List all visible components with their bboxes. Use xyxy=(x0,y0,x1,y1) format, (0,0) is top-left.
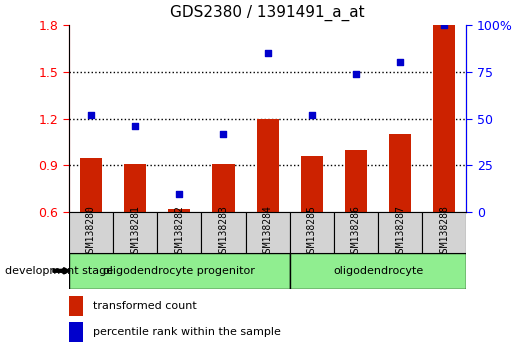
Bar xyxy=(113,212,157,253)
Text: GSM138284: GSM138284 xyxy=(263,206,272,258)
Bar xyxy=(434,25,455,212)
Bar xyxy=(301,156,323,212)
Text: GSM138288: GSM138288 xyxy=(439,206,449,258)
Text: GSM138287: GSM138287 xyxy=(395,206,405,258)
Bar xyxy=(345,150,367,212)
Bar xyxy=(157,212,201,253)
Text: GSM138286: GSM138286 xyxy=(351,206,361,258)
Point xyxy=(352,71,360,76)
Text: GSM138285: GSM138285 xyxy=(307,206,317,258)
Bar xyxy=(422,212,466,253)
Text: GSM138281: GSM138281 xyxy=(130,206,140,258)
Bar xyxy=(290,253,466,289)
Bar xyxy=(334,212,378,253)
Title: GDS2380 / 1391491_a_at: GDS2380 / 1391491_a_at xyxy=(170,5,365,21)
Text: development stage: development stage xyxy=(5,266,113,276)
Bar xyxy=(124,164,146,212)
Bar xyxy=(389,134,411,212)
Bar xyxy=(69,212,113,253)
Bar xyxy=(213,164,234,212)
Text: GSM138280: GSM138280 xyxy=(86,206,96,258)
Point xyxy=(263,50,272,56)
Point xyxy=(219,131,228,136)
Point xyxy=(307,112,316,118)
Bar xyxy=(378,212,422,253)
Point xyxy=(131,123,139,129)
Bar xyxy=(290,212,334,253)
Bar xyxy=(168,209,190,212)
Point xyxy=(87,112,95,118)
Bar xyxy=(69,296,83,316)
Point xyxy=(396,59,404,65)
Bar xyxy=(201,212,245,253)
Text: GSM138282: GSM138282 xyxy=(174,206,184,258)
Bar xyxy=(245,212,290,253)
Text: transformed count: transformed count xyxy=(93,301,197,311)
Text: GSM138283: GSM138283 xyxy=(218,206,228,258)
Bar xyxy=(80,158,102,212)
Text: oligodendrocyte: oligodendrocyte xyxy=(333,266,423,276)
Text: percentile rank within the sample: percentile rank within the sample xyxy=(93,327,280,337)
Text: oligodendrocyte progenitor: oligodendrocyte progenitor xyxy=(103,266,255,276)
Bar xyxy=(69,253,290,289)
Bar xyxy=(69,322,83,343)
Bar xyxy=(257,119,279,212)
Point xyxy=(440,22,448,28)
Point xyxy=(175,191,183,196)
